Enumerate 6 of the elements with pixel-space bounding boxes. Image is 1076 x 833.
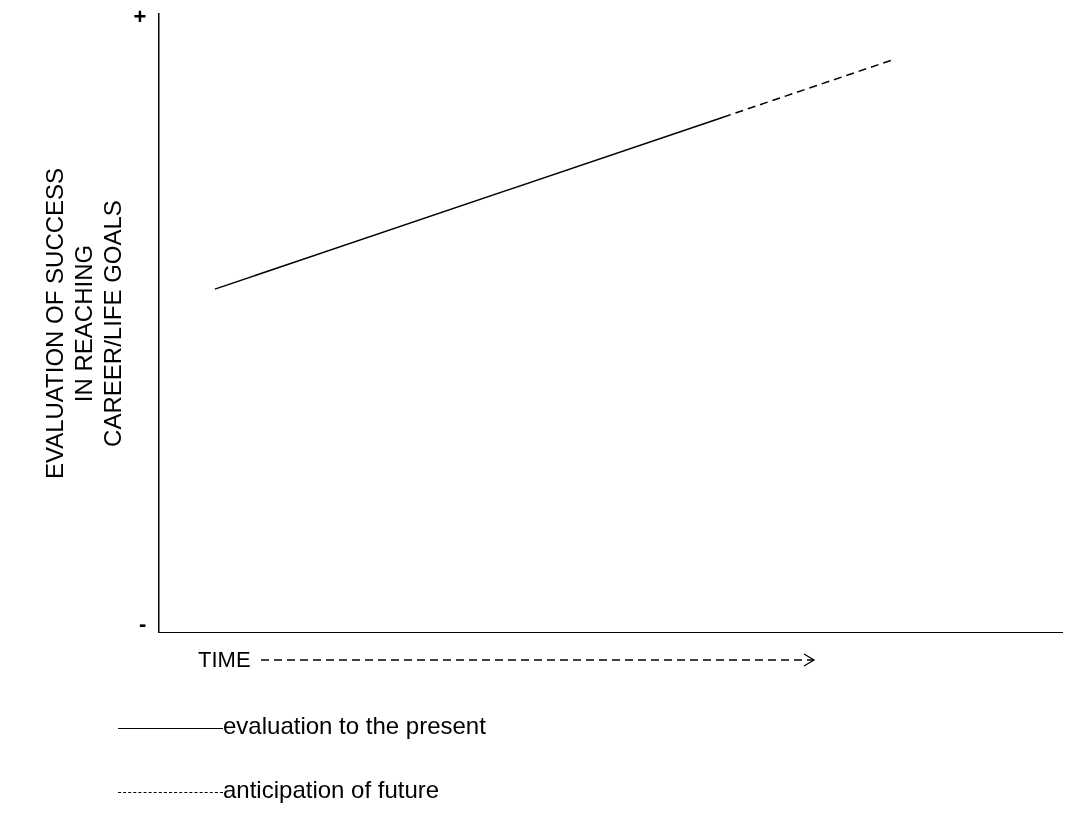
text: -	[139, 611, 147, 637]
legend-label: evaluation to the present	[223, 712, 486, 740]
x-axis-title: TIME	[198, 647, 251, 673]
text: +	[133, 4, 147, 30]
y-axis-title: EVALUATION OF SUCCESS IN REACHING CAREER/LIFE GOALS	[41, 167, 126, 480]
legend-label: anticipation of future	[223, 776, 440, 804]
